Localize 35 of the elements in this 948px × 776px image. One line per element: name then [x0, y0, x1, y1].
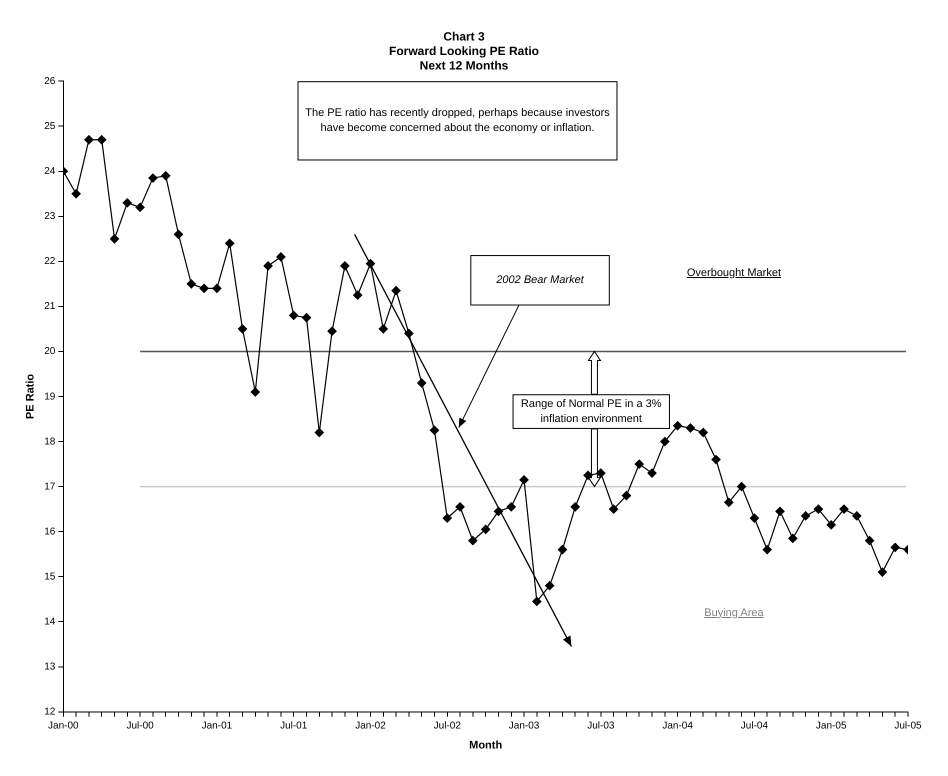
annotation: 2002 Bear Market	[496, 272, 584, 288]
y-tick-label: 22	[44, 256, 56, 268]
y-tick-label: 15	[44, 571, 56, 582]
y-tick-label: 17	[44, 481, 56, 492]
annotation: Range of Normal PE in a 3% inflation environment	[520, 396, 663, 427]
y-tick-label: 19	[44, 391, 56, 402]
x-tick-label: Jan-05	[816, 720, 847, 732]
y-tick-label: 13	[44, 662, 56, 673]
y-tick-label: 25	[44, 120, 56, 132]
y-tick-label: 16	[44, 526, 56, 538]
annotation: The PE ratio has recently dropped, perhaps because investors have become concerned about the economy or inflation.	[304, 106, 611, 136]
x-tick-label: Jul-02	[434, 720, 462, 732]
x-tick-label: Jul-03	[587, 720, 615, 732]
annotation: Buying Area	[704, 606, 764, 619]
y-tick-label: 20	[44, 346, 56, 358]
chart-title: Chart 3 Forward Looking PE Ratio Next 12 Months	[388, 30, 540, 72]
y-tick-label: 21	[44, 301, 56, 312]
y-tick-label: 14	[44, 616, 56, 628]
x-tick-label: Jul-00	[126, 720, 154, 732]
y-tick-label: 12	[44, 706, 56, 718]
x-tick-label: Jan-01	[202, 720, 233, 732]
annotation: Overbought Market	[686, 266, 782, 279]
x-tick-label: Jan-02	[355, 720, 386, 732]
y-tick-label: 24	[44, 166, 56, 178]
x-tick-label: Jul-04	[740, 720, 768, 732]
x-tick-label: Jan-00	[48, 720, 80, 732]
y-tick-label: 23	[44, 211, 56, 222]
y-axis-title: PE Ratio	[24, 374, 37, 420]
x-tick-label: Jul-05	[894, 720, 922, 732]
x-axis-title: Month	[469, 739, 502, 752]
x-tick-label: Jul-01	[280, 720, 308, 732]
x-tick-label: Jan-03	[508, 720, 540, 732]
x-tick-label: Jan-04	[662, 720, 694, 732]
y-tick-label: 18	[44, 436, 56, 448]
y-tick-label: 26	[44, 76, 56, 87]
